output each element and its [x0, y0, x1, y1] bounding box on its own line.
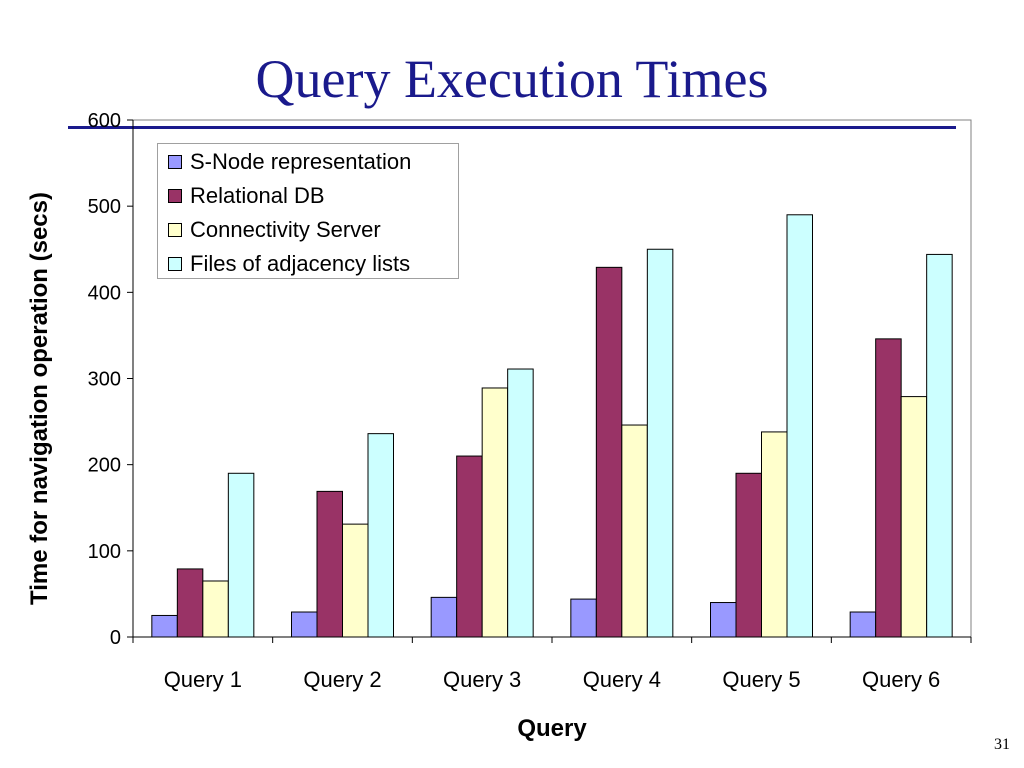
legend-swatch [168, 155, 182, 169]
legend-label: Relational DB [190, 183, 325, 208]
bar [646, 248, 674, 638]
y-tick-label: 500 [88, 196, 121, 218]
y-tick-label: 300 [88, 369, 121, 391]
bar [900, 396, 928, 638]
bar [481, 387, 509, 638]
x-tick-label: Query 4 [583, 667, 661, 692]
y-tick-label: 400 [88, 282, 121, 304]
bar [621, 424, 648, 638]
y-tick-label: 600 [88, 110, 121, 132]
slide-title: Query Execution Times [255, 49, 769, 109]
x-tick-label: Query 2 [303, 667, 381, 692]
legend-item-connectivity-server: Connectivity Server [168, 216, 381, 244]
x-tick-label: Query 1 [164, 667, 242, 692]
bar [926, 253, 953, 638]
legend-label: S-Node representation [190, 149, 412, 174]
bar [367, 433, 394, 638]
bar [202, 580, 229, 638]
bar [786, 214, 813, 638]
chart-legend: S-Node representation Relational DB Conn… [157, 143, 459, 279]
bar [735, 472, 762, 638]
bar [430, 596, 458, 638]
x-tick-label: Query 3 [443, 667, 521, 692]
legend-swatch [168, 189, 182, 203]
title-rule [68, 126, 956, 129]
legend-swatch [168, 223, 182, 237]
legend-swatch [168, 257, 182, 271]
y-tick-label: 200 [88, 455, 121, 477]
bar [151, 614, 178, 638]
bar [227, 472, 255, 638]
bar [342, 523, 369, 638]
bar [849, 611, 877, 638]
bar [176, 568, 204, 638]
legend-item-adjacency-files: Files of adjacency lists [168, 250, 410, 278]
bar [291, 611, 318, 638]
bar [507, 368, 534, 638]
y-tick-label: 0 [110, 627, 121, 649]
x-tick-label: Query 6 [862, 667, 940, 692]
bar [316, 490, 343, 638]
y-tick-label: 100 [88, 541, 121, 563]
x-axis-title: Query [517, 715, 587, 742]
bar [595, 266, 623, 638]
y-axis-title: Time for navigation operation (secs) [26, 192, 53, 605]
bar [875, 338, 902, 638]
legend-item-s-node: S-Node representation [168, 148, 411, 176]
legend-label: Connectivity Server [190, 217, 381, 242]
legend-item-relational-db: Relational DB [168, 182, 325, 210]
x-tick-label: Query 5 [722, 667, 800, 692]
legend-label: Files of adjacency lists [190, 251, 411, 276]
page-number: 31 [994, 736, 1010, 753]
bar [570, 598, 597, 638]
bar [761, 431, 788, 638]
bar [456, 455, 483, 638]
bar [710, 602, 737, 638]
